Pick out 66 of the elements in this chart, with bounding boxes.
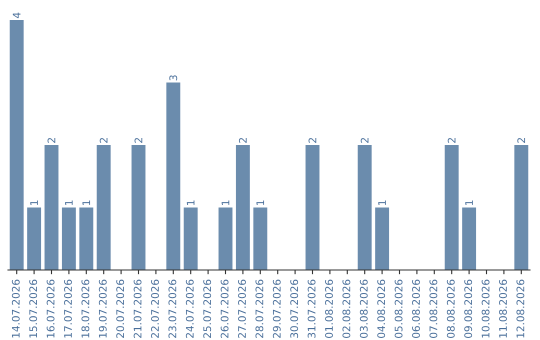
- x-tick-label: 24.07.2026: [186, 280, 194, 338]
- x-tick-label: 07.08.2026: [429, 280, 438, 338]
- x-tick-label: 27.07.2026: [238, 280, 246, 338]
- x-tick-label: 28.07.2026: [255, 280, 264, 338]
- x-tick-label: 23.07.2026: [168, 280, 176, 338]
- x-tick-label: 11.08.2026: [499, 280, 507, 338]
- data-label: 2: [517, 138, 526, 143]
- x-tick-label: 26.07.2026: [220, 280, 229, 338]
- x-tick-label: 22.07.2026: [151, 280, 159, 338]
- bar: [166, 82, 180, 270]
- bar: [132, 145, 146, 270]
- x-tick-label: 06.08.2026: [412, 280, 420, 338]
- data-label: 2: [48, 138, 56, 143]
- data-label: 3: [169, 75, 178, 80]
- data-label: 4: [12, 12, 20, 18]
- bar: [358, 145, 372, 270]
- data-label: 2: [100, 138, 108, 143]
- bar: [184, 208, 198, 270]
- x-tick-label: 15.07.2026: [29, 280, 38, 338]
- bar: [96, 145, 111, 270]
- bar: [375, 208, 390, 270]
- bar: [62, 208, 76, 270]
- bar: [236, 145, 250, 270]
- x-tick-label: 17.07.2026: [64, 280, 72, 338]
- x-tick-label: 18.07.2026: [81, 280, 90, 338]
- bar: [44, 145, 58, 270]
- data-label: 1: [65, 200, 73, 205]
- bar: [444, 145, 459, 270]
- bar: [253, 208, 268, 270]
- data-label: 2: [238, 138, 247, 143]
- data-label: 2: [360, 138, 368, 143]
- x-tick-label: 25.07.2026: [203, 280, 212, 338]
- x-tick-label: 08.08.2026: [446, 280, 455, 338]
- data-label: 2: [448, 138, 456, 143]
- data-label: 1: [82, 200, 90, 205]
- x-tick-label: 16.07.2026: [46, 280, 55, 338]
- x-tick-label: 09.08.2026: [464, 280, 472, 338]
- x-tick-label: 14.07.2026: [12, 280, 20, 338]
- x-tick-label: 20.07.2026: [116, 280, 124, 338]
- data-label: 2: [134, 138, 142, 143]
- x-tick-label: 31.07.2026: [308, 280, 316, 338]
- data-label: 1: [186, 200, 194, 205]
- data-label: 1: [378, 200, 386, 205]
- bar: [27, 208, 42, 270]
- bar: [306, 145, 320, 270]
- data-label: 1: [465, 200, 473, 205]
- x-tick-label: 29.07.2026: [272, 280, 281, 338]
- x-tick-label: 04.08.2026: [377, 280, 386, 338]
- x-tick-label: 03.08.2026: [360, 280, 368, 338]
- x-tick-label: 21.07.2026: [134, 280, 142, 338]
- data-label: 2: [308, 138, 316, 143]
- bar: [514, 145, 528, 270]
- x-tick-label: 01.08.2026: [325, 280, 333, 338]
- bar: [218, 208, 232, 270]
- x-tick-label: 10.08.2026: [482, 280, 490, 338]
- bar: [10, 20, 24, 270]
- x-tick-label: 12.08.2026: [516, 280, 524, 338]
- x-tick-label: 30.07.2026: [290, 280, 298, 338]
- data-label: 1: [30, 200, 38, 205]
- data-label: 1: [256, 200, 264, 205]
- data-label: 1: [222, 200, 230, 205]
- x-tick-label: 02.08.2026: [342, 280, 350, 338]
- x-tick-label: 05.08.2026: [394, 280, 403, 338]
- bar: [79, 208, 94, 270]
- x-tick-label: 19.07.2026: [98, 280, 107, 338]
- bar: [462, 208, 476, 270]
